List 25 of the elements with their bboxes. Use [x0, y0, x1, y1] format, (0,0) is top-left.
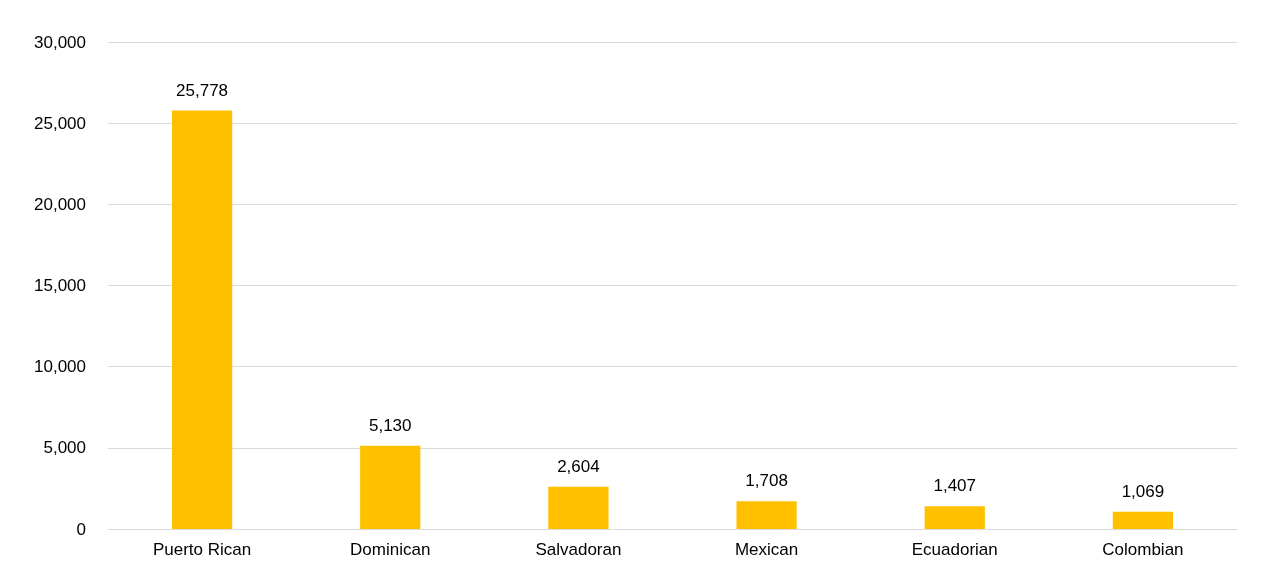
x-tick-label: Salvadoran [535, 540, 622, 559]
y-tick-label: 10,000 [34, 357, 86, 377]
y-tick-label: 5,000 [43, 438, 86, 458]
x-tick-label: Ecuadorian [911, 540, 998, 559]
y-tick-label: 25,000 [34, 113, 86, 133]
data-label: 1,708 [745, 471, 788, 491]
x-tick-label: Dominican [350, 540, 431, 559]
data-label: 25,778 [176, 80, 229, 100]
x-tick-label: Colombian [1102, 540, 1184, 559]
bar [360, 445, 421, 529]
data-label: 1,069 [1121, 481, 1165, 501]
bar [736, 501, 797, 529]
y-tick-label: 30,000 [34, 32, 86, 52]
y-tick-label: 0 [76, 519, 86, 539]
data-label: 1,407 [933, 476, 977, 496]
bar [548, 486, 609, 529]
bar [171, 110, 233, 529]
y-tick-label: 20,000 [34, 194, 86, 214]
x-tick-label: Mexican [734, 540, 799, 559]
bar [924, 506, 985, 529]
y-tick-label: 15,000 [34, 276, 86, 295]
x-tick-label: Puerto Rican [152, 540, 252, 559]
bar [1112, 511, 1174, 529]
data-label: 5,130 [368, 415, 412, 435]
data-label: 2,604 [557, 456, 600, 476]
